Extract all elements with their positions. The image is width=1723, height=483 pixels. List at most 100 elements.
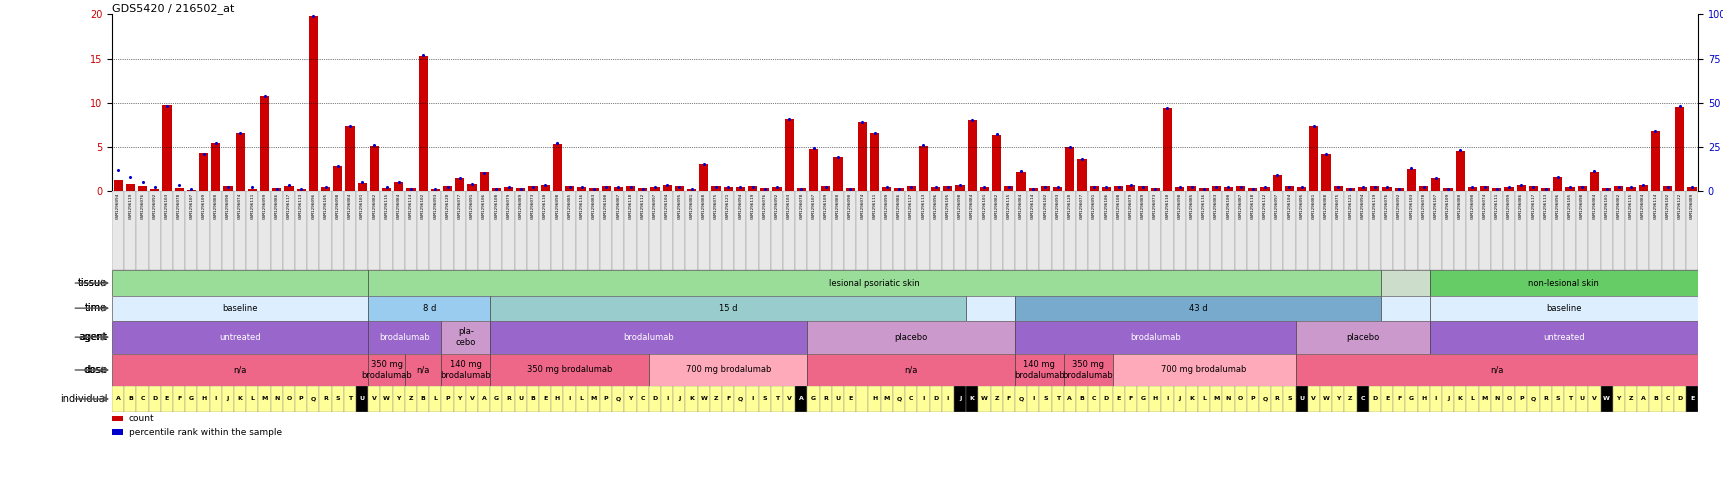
Point <box>1628 182 1656 189</box>
Bar <box>222 386 234 412</box>
Text: O: O <box>1237 397 1242 401</box>
Text: GSM1296098: GSM1296098 <box>336 192 339 219</box>
Point <box>470 170 498 177</box>
Text: GSM1296083: GSM1296083 <box>1213 192 1218 219</box>
Bar <box>1344 191 1356 270</box>
Bar <box>210 386 222 412</box>
Bar <box>648 386 660 412</box>
Bar <box>112 386 124 412</box>
Bar <box>660 386 674 412</box>
Bar <box>734 386 746 412</box>
Text: GSM1296120: GSM1296120 <box>445 192 450 219</box>
Point <box>1421 174 1449 182</box>
Bar <box>1440 386 1452 412</box>
Point <box>689 160 717 168</box>
Bar <box>393 191 405 270</box>
Bar <box>1639 185 1647 191</box>
Text: Z: Z <box>1628 397 1632 401</box>
Text: n/a: n/a <box>417 366 429 374</box>
Bar <box>477 191 489 270</box>
Bar <box>1344 386 1356 412</box>
Text: GSM1296075: GSM1296075 <box>713 192 717 219</box>
Text: GSM1296092: GSM1296092 <box>775 192 779 219</box>
Text: GSM1296083: GSM1296083 <box>591 192 596 219</box>
Bar <box>441 191 453 270</box>
Bar <box>429 386 441 412</box>
Bar <box>246 386 258 412</box>
Point <box>629 185 656 193</box>
Text: GSM1296074: GSM1296074 <box>1482 192 1485 219</box>
Bar <box>612 191 624 270</box>
Bar <box>806 386 818 412</box>
Point <box>1092 184 1120 191</box>
Bar <box>1051 191 1063 270</box>
Text: I: I <box>751 397 753 401</box>
Bar <box>1041 186 1049 191</box>
Bar <box>320 187 331 191</box>
Bar <box>174 188 184 191</box>
Text: non-lesional skin: non-lesional skin <box>1528 279 1599 287</box>
Bar <box>1015 296 1380 321</box>
Text: n/a: n/a <box>233 366 246 374</box>
Bar <box>515 386 527 412</box>
Bar <box>1687 187 1695 191</box>
Bar <box>880 386 893 412</box>
Text: GSM1296074: GSM1296074 <box>860 192 863 219</box>
Point <box>739 184 767 191</box>
Bar <box>563 191 575 270</box>
Bar <box>1334 186 1342 191</box>
Bar <box>868 386 880 412</box>
Bar <box>1137 186 1148 191</box>
Point <box>446 174 474 182</box>
Bar <box>660 191 674 270</box>
Bar <box>148 386 160 412</box>
Bar <box>501 191 515 270</box>
Bar <box>1394 188 1403 191</box>
Text: GSM1296110: GSM1296110 <box>1165 192 1168 219</box>
Text: 8 d: 8 d <box>422 304 436 313</box>
Text: GSM1296081: GSM1296081 <box>1311 192 1315 219</box>
Text: n/a: n/a <box>905 366 917 374</box>
Bar <box>1599 191 1611 270</box>
Text: J: J <box>1179 397 1180 401</box>
Point <box>434 184 462 191</box>
Text: percentile rank within the sample: percentile rank within the sample <box>129 428 281 437</box>
Bar <box>832 191 844 270</box>
Text: I: I <box>569 397 570 401</box>
Bar <box>1563 191 1575 270</box>
Bar <box>429 191 441 270</box>
Text: GSM1296084: GSM1296084 <box>1640 192 1644 219</box>
Bar <box>1015 354 1063 386</box>
Bar <box>1625 191 1637 270</box>
Text: S: S <box>336 397 339 401</box>
Bar <box>880 191 893 270</box>
Point <box>593 184 620 191</box>
Bar <box>1442 188 1452 191</box>
Bar <box>1234 386 1246 412</box>
Text: I: I <box>1434 397 1437 401</box>
Text: Q: Q <box>896 397 901 401</box>
Text: agent: agent <box>78 332 107 342</box>
Bar <box>1015 386 1027 412</box>
Text: K: K <box>970 397 973 401</box>
Text: GSM1296102: GSM1296102 <box>1664 192 1668 219</box>
Text: GSM1296082: GSM1296082 <box>372 192 376 219</box>
Bar <box>953 386 965 412</box>
Point <box>1117 182 1144 189</box>
Bar <box>1003 186 1013 191</box>
Text: P: P <box>603 397 608 401</box>
Text: Z: Z <box>994 397 998 401</box>
Bar <box>1282 386 1294 412</box>
Point <box>250 92 277 99</box>
Text: GSM1296076: GSM1296076 <box>141 192 145 219</box>
Text: J: J <box>1446 397 1449 401</box>
Bar <box>710 191 722 270</box>
Text: GSM1296077: GSM1296077 <box>1079 192 1084 219</box>
Bar <box>1039 386 1051 412</box>
Text: U: U <box>519 397 524 401</box>
Bar <box>489 191 501 270</box>
Bar <box>1258 386 1270 412</box>
Text: GSM1296077: GSM1296077 <box>458 192 462 219</box>
Text: brodalumab: brodalumab <box>379 333 431 341</box>
Bar <box>1637 386 1649 412</box>
